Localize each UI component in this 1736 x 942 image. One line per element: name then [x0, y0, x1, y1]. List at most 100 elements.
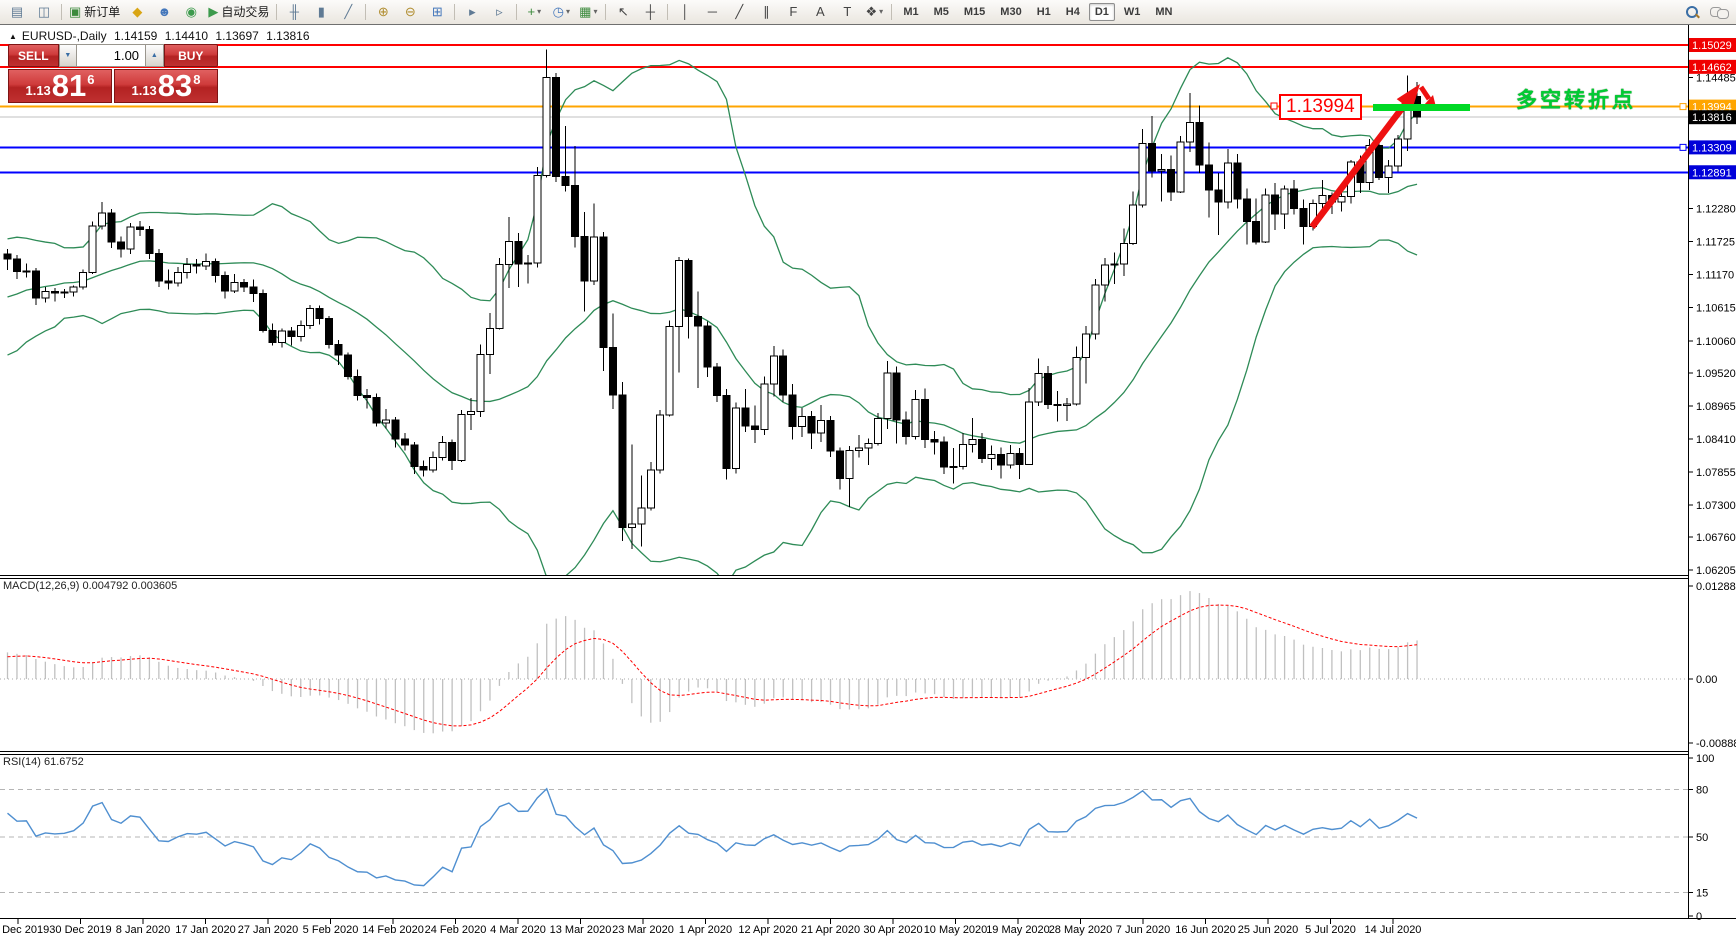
- vertical-line-button[interactable]: │: [672, 1, 698, 23]
- community-button[interactable]: ☻: [151, 1, 177, 23]
- signals-button[interactable]: ◉: [178, 1, 204, 23]
- callout-anchor[interactable]: [1270, 102, 1278, 110]
- candle-body: [31, 270, 40, 299]
- cursor-button[interactable]: ↖: [610, 1, 636, 23]
- candle-body: [542, 77, 551, 176]
- indicators-button[interactable]: + ▾: [521, 1, 547, 23]
- candle-body: [1261, 194, 1270, 243]
- candle-body: [646, 469, 655, 509]
- candle-body: [1025, 401, 1034, 466]
- autotrading-button[interactable]: ▶ 自动交易: [205, 1, 272, 23]
- arrows-button[interactable]: ❖ ▾: [861, 1, 887, 23]
- candle-body: [703, 325, 712, 368]
- new-order-label: 新订单: [84, 5, 121, 19]
- label-button[interactable]: T: [834, 1, 860, 23]
- candle-body: [1044, 373, 1053, 405]
- fibonacci-button[interactable]: F: [780, 1, 806, 23]
- horizontal-line-button[interactable]: ─: [699, 1, 725, 23]
- price-axis-label: 1.06760: [1696, 532, 1736, 544]
- timeframe-m15[interactable]: M15: [963, 6, 986, 18]
- candle-body: [1252, 221, 1261, 243]
- date-label: 27 Jan 2020: [238, 924, 299, 936]
- candle-body: [183, 264, 192, 273]
- candle-body: [429, 456, 438, 471]
- bar-chart-button[interactable]: ╫: [281, 1, 307, 23]
- candle-body: [154, 252, 163, 282]
- support-level-bar[interactable]: [1373, 104, 1470, 111]
- market-watch-button[interactable]: ▤: [4, 1, 30, 23]
- chat-icon: [1710, 5, 1729, 19]
- buy-price-panel[interactable]: 1.13 83 8: [114, 69, 218, 103]
- pullback-arrow[interactable]: [1418, 85, 1432, 101]
- timeframe-d1[interactable]: D1: [1088, 3, 1115, 21]
- price-axis-label: 1.07300: [1696, 500, 1736, 512]
- timeframe-h4[interactable]: H4: [1065, 6, 1080, 18]
- macd-axis-label: -0.008882: [1696, 738, 1736, 750]
- candle-body: [41, 290, 50, 299]
- timeframe-m5[interactable]: M5: [933, 6, 949, 18]
- rsi-axis-label: 100: [1696, 753, 1714, 765]
- timeframe-w1[interactable]: W1: [1123, 6, 1141, 18]
- date-label: 8 Jan 2020: [116, 924, 170, 936]
- bollinger-middle-band: [7, 183, 1418, 444]
- vertical-line-icon: │: [681, 4, 690, 19]
- candle-body: [1138, 143, 1147, 206]
- candle-body: [514, 240, 523, 265]
- tile-windows-button[interactable]: ⊞: [424, 1, 450, 23]
- timeframe-mn[interactable]: MN: [1155, 6, 1173, 18]
- zoom-out-button[interactable]: ⊖: [397, 1, 423, 23]
- line-handle[interactable]: [1679, 143, 1687, 151]
- turning-point-text[interactable]: 多空转折点: [1516, 89, 1636, 112]
- candle-body: [1384, 165, 1393, 179]
- date-label: 17 Jan 2020: [175, 924, 236, 936]
- search-button[interactable]: [1679, 1, 1705, 23]
- zoom-in-button[interactable]: ⊕: [370, 1, 396, 23]
- timeframe-m30[interactable]: M30: [1000, 6, 1022, 18]
- price-level-badge: [1689, 110, 1736, 125]
- price-callout-box[interactable]: 1.13994: [1279, 94, 1362, 120]
- new-order-button[interactable]: ▣ 新订单: [66, 1, 123, 23]
- templates-button[interactable]: ▦ ▾: [575, 1, 601, 23]
- rsi-axis-label: 0: [1696, 911, 1702, 923]
- price-level-badge-label: 1.13309: [1692, 142, 1732, 154]
- candle-body: [996, 453, 1005, 466]
- metaeditor-button[interactable]: ◆: [124, 1, 150, 23]
- crosshair-button[interactable]: ┼: [637, 1, 663, 23]
- chart-shift-button[interactable]: ▹: [486, 1, 512, 23]
- data-window-button[interactable]: ◫: [31, 1, 57, 23]
- date-label: 10 May 2020: [924, 924, 988, 936]
- text-icon: A: [815, 4, 825, 19]
- rsi-axis-label: 15: [1696, 887, 1708, 899]
- buy-button[interactable]: BUY: [163, 44, 218, 67]
- volume-decrease-button[interactable]: ▼: [58, 44, 78, 67]
- sell-price-panel[interactable]: 1.13 81 6: [8, 69, 112, 103]
- volume-increase-button[interactable]: ▲: [145, 44, 164, 67]
- trend-arrow[interactable]: [1309, 101, 1409, 229]
- collapse-icon[interactable]: ▲: [9, 32, 17, 41]
- candle-body: [202, 261, 211, 267]
- candle-body: [230, 281, 239, 292]
- candlestick-chart-button[interactable]: ▮: [308, 1, 334, 23]
- candle-body: [892, 372, 901, 421]
- sell-button[interactable]: SELL: [8, 44, 59, 67]
- candle-body: [98, 212, 107, 227]
- line-chart-button[interactable]: ╱: [335, 1, 361, 23]
- periods-button[interactable]: ◷ ▾: [548, 1, 574, 23]
- candle-body: [164, 280, 173, 284]
- volume-input[interactable]: [77, 44, 146, 67]
- candle-body: [902, 419, 911, 438]
- date-label: 5 Jul 2020: [1305, 924, 1356, 936]
- timeframe-h1[interactable]: H1: [1036, 6, 1051, 18]
- candle-body: [1129, 204, 1138, 245]
- candle-body: [958, 443, 967, 467]
- trendline-button[interactable]: ╱: [726, 1, 752, 23]
- text-button[interactable]: A: [807, 1, 833, 23]
- chat-button[interactable]: [1706, 1, 1732, 23]
- auto-scroll-button[interactable]: ▸: [459, 1, 485, 23]
- candle-body: [287, 330, 296, 338]
- line-handle[interactable]: [1679, 103, 1687, 111]
- channel-button[interactable]: ∥: [753, 1, 779, 23]
- candle-body: [400, 438, 409, 446]
- timeframe-m1[interactable]: M1: [903, 6, 919, 18]
